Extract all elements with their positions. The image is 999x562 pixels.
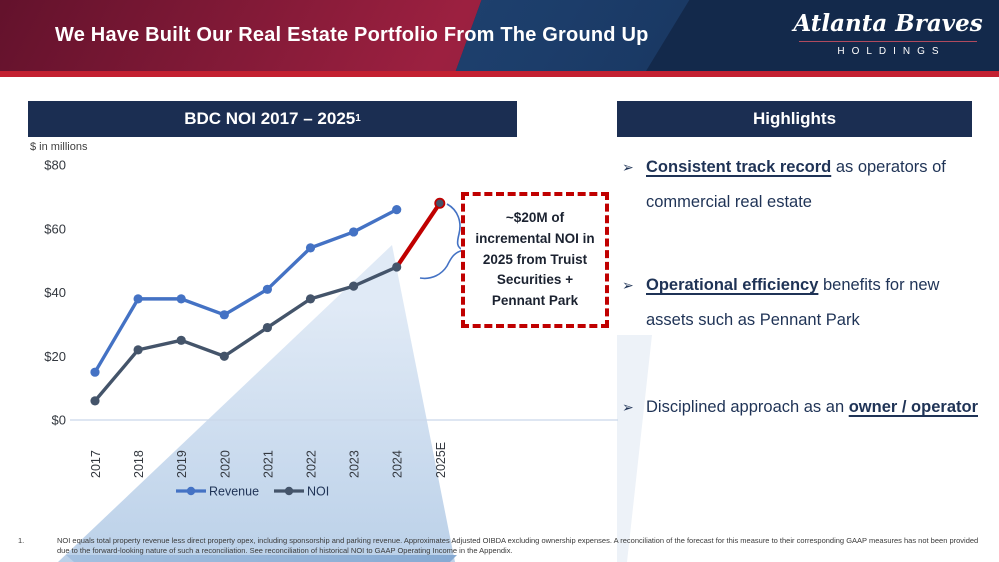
highlight-bullet-track-record: ➢ Consistent track record as operators of…: [622, 150, 988, 220]
atlanta-braves-logo: Atlanta Braves HOLDINGS: [793, 9, 983, 57]
highlights-title: Highlights: [752, 109, 837, 128]
svg-text:$0: $0: [52, 413, 66, 428]
svg-text:2021: 2021: [261, 450, 275, 478]
highlights-title-bar: Highlights: [617, 101, 972, 137]
svg-text:2024: 2024: [391, 450, 405, 478]
svg-text:2019: 2019: [175, 450, 189, 478]
header-red-strip: [0, 71, 999, 77]
svg-text:2018: 2018: [132, 450, 146, 478]
header-red-diagonal: [0, 0, 482, 77]
bullet-text: Consistent track record as operators of …: [646, 158, 946, 211]
slide-title: We Have Built Our Real Estate Portfolio …: [55, 24, 649, 46]
footnote: 1. NOI equals total property revenue les…: [18, 536, 985, 556]
svg-text:$20: $20: [44, 349, 66, 364]
logo-holdings-text: HOLDINGS: [837, 46, 946, 57]
header-blue-diagonal: [453, 0, 690, 77]
footnote-number: 1.: [18, 536, 25, 545]
svg-text:2017: 2017: [89, 450, 103, 478]
svg-text:$80: $80: [44, 158, 66, 173]
svg-text:$40: $40: [44, 285, 66, 300]
bullet-text: Operational efficiency benefits for new …: [646, 276, 940, 329]
svg-text:NOI: NOI: [307, 485, 329, 499]
svg-text:2020: 2020: [218, 450, 232, 478]
noi-line-chart: $0 $20 $40 $60 $80 2017 2018 2019 2020 2021 2022 20…: [44, 158, 618, 499]
bullet-text: Disciplined approach as an owner / opera…: [646, 398, 978, 416]
bullet-arrow-icon: ➢: [622, 159, 634, 175]
chart-units-label: $ in millions: [30, 141, 88, 153]
incremental-noi-callout: ~$20M of incremental NOI in 2025 from Tr…: [461, 192, 609, 328]
svg-text:Revenue: Revenue: [209, 485, 259, 499]
highlight-bullet-owner-operator: ➢ Disciplined approach as an owner / oper…: [622, 390, 988, 425]
bullet-arrow-icon: ➢: [622, 277, 634, 293]
svg-text:2022: 2022: [305, 450, 319, 478]
svg-text:2025E: 2025E: [434, 442, 448, 478]
highlight-bullet-operational-efficiency: ➢ Operational efficiency benefits for new…: [622, 268, 988, 338]
footnote-text: NOI equals total property revenue less d…: [57, 536, 979, 556]
bullet-arrow-icon: ➢: [622, 399, 634, 415]
header-banner: We Have Built Our Real Estate Portfolio …: [0, 0, 999, 77]
logo-divider: [799, 41, 977, 42]
svg-text:$60: $60: [44, 221, 66, 236]
chart-title: BDC NOI 2017 – 2025: [184, 109, 356, 128]
logo-script-text: Atlanta Braves: [793, 10, 983, 37]
svg-text:2023: 2023: [348, 450, 362, 478]
chart-title-bar: BDC NOI 2017 – 2025 1: [28, 101, 517, 137]
